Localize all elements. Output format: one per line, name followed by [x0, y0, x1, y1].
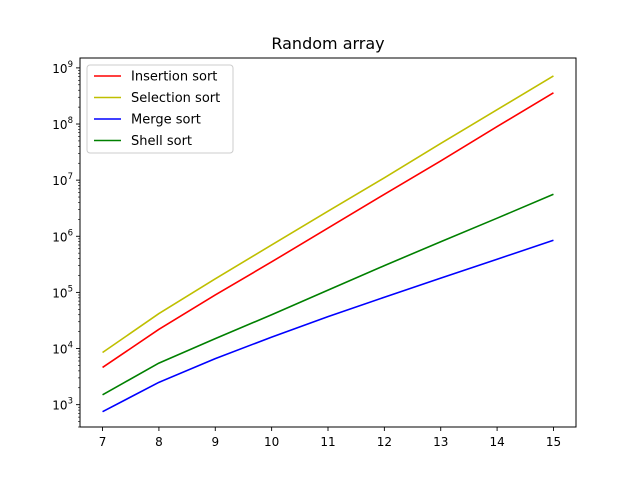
y-tick-label: 105: [52, 284, 73, 300]
y-tick-label: 108: [52, 116, 73, 132]
y-tick-label: 103: [52, 397, 73, 413]
legend-label: Shell sort: [131, 134, 192, 149]
x-tick-label: 8: [155, 435, 163, 449]
x-tick-label: 15: [546, 435, 561, 449]
series-line-shell-sort: [102, 193, 554, 396]
series-line-insertion-sort: [102, 92, 554, 369]
y-tick-label: 106: [52, 228, 73, 244]
x-tick-label: 14: [489, 435, 504, 449]
chart-title: Random array: [271, 34, 384, 53]
x-tick-label: 9: [211, 435, 219, 449]
legend-label: Insertion sort: [131, 70, 217, 85]
series-line-merge-sort: [102, 239, 554, 413]
legend-label: Selection sort: [131, 91, 220, 106]
y-tick-label: 109: [52, 60, 73, 76]
plot-frame: [79, 57, 577, 428]
plot-area: [102, 75, 554, 413]
y-tick-label: 104: [52, 341, 73, 357]
x-tick-label: 13: [433, 435, 448, 449]
legend-label: Merge sort: [131, 113, 201, 128]
legend-box: [86, 64, 234, 154]
y-axis: 103 104 105 106 107 108 109: [52, 60, 80, 428]
x-tick-label: 12: [377, 435, 392, 449]
x-tick-label: 10: [264, 435, 279, 449]
x-axis: 7 8 9 10 11 12 13 14 15: [99, 427, 561, 449]
series-line-selection-sort: [102, 75, 554, 354]
x-tick-label: 7: [99, 435, 107, 449]
chart-legend: Insertion sort Selection sort Merge sort Sh…: [86, 64, 234, 154]
x-tick-label: 11: [320, 435, 335, 449]
y-tick-label: 107: [52, 172, 73, 188]
